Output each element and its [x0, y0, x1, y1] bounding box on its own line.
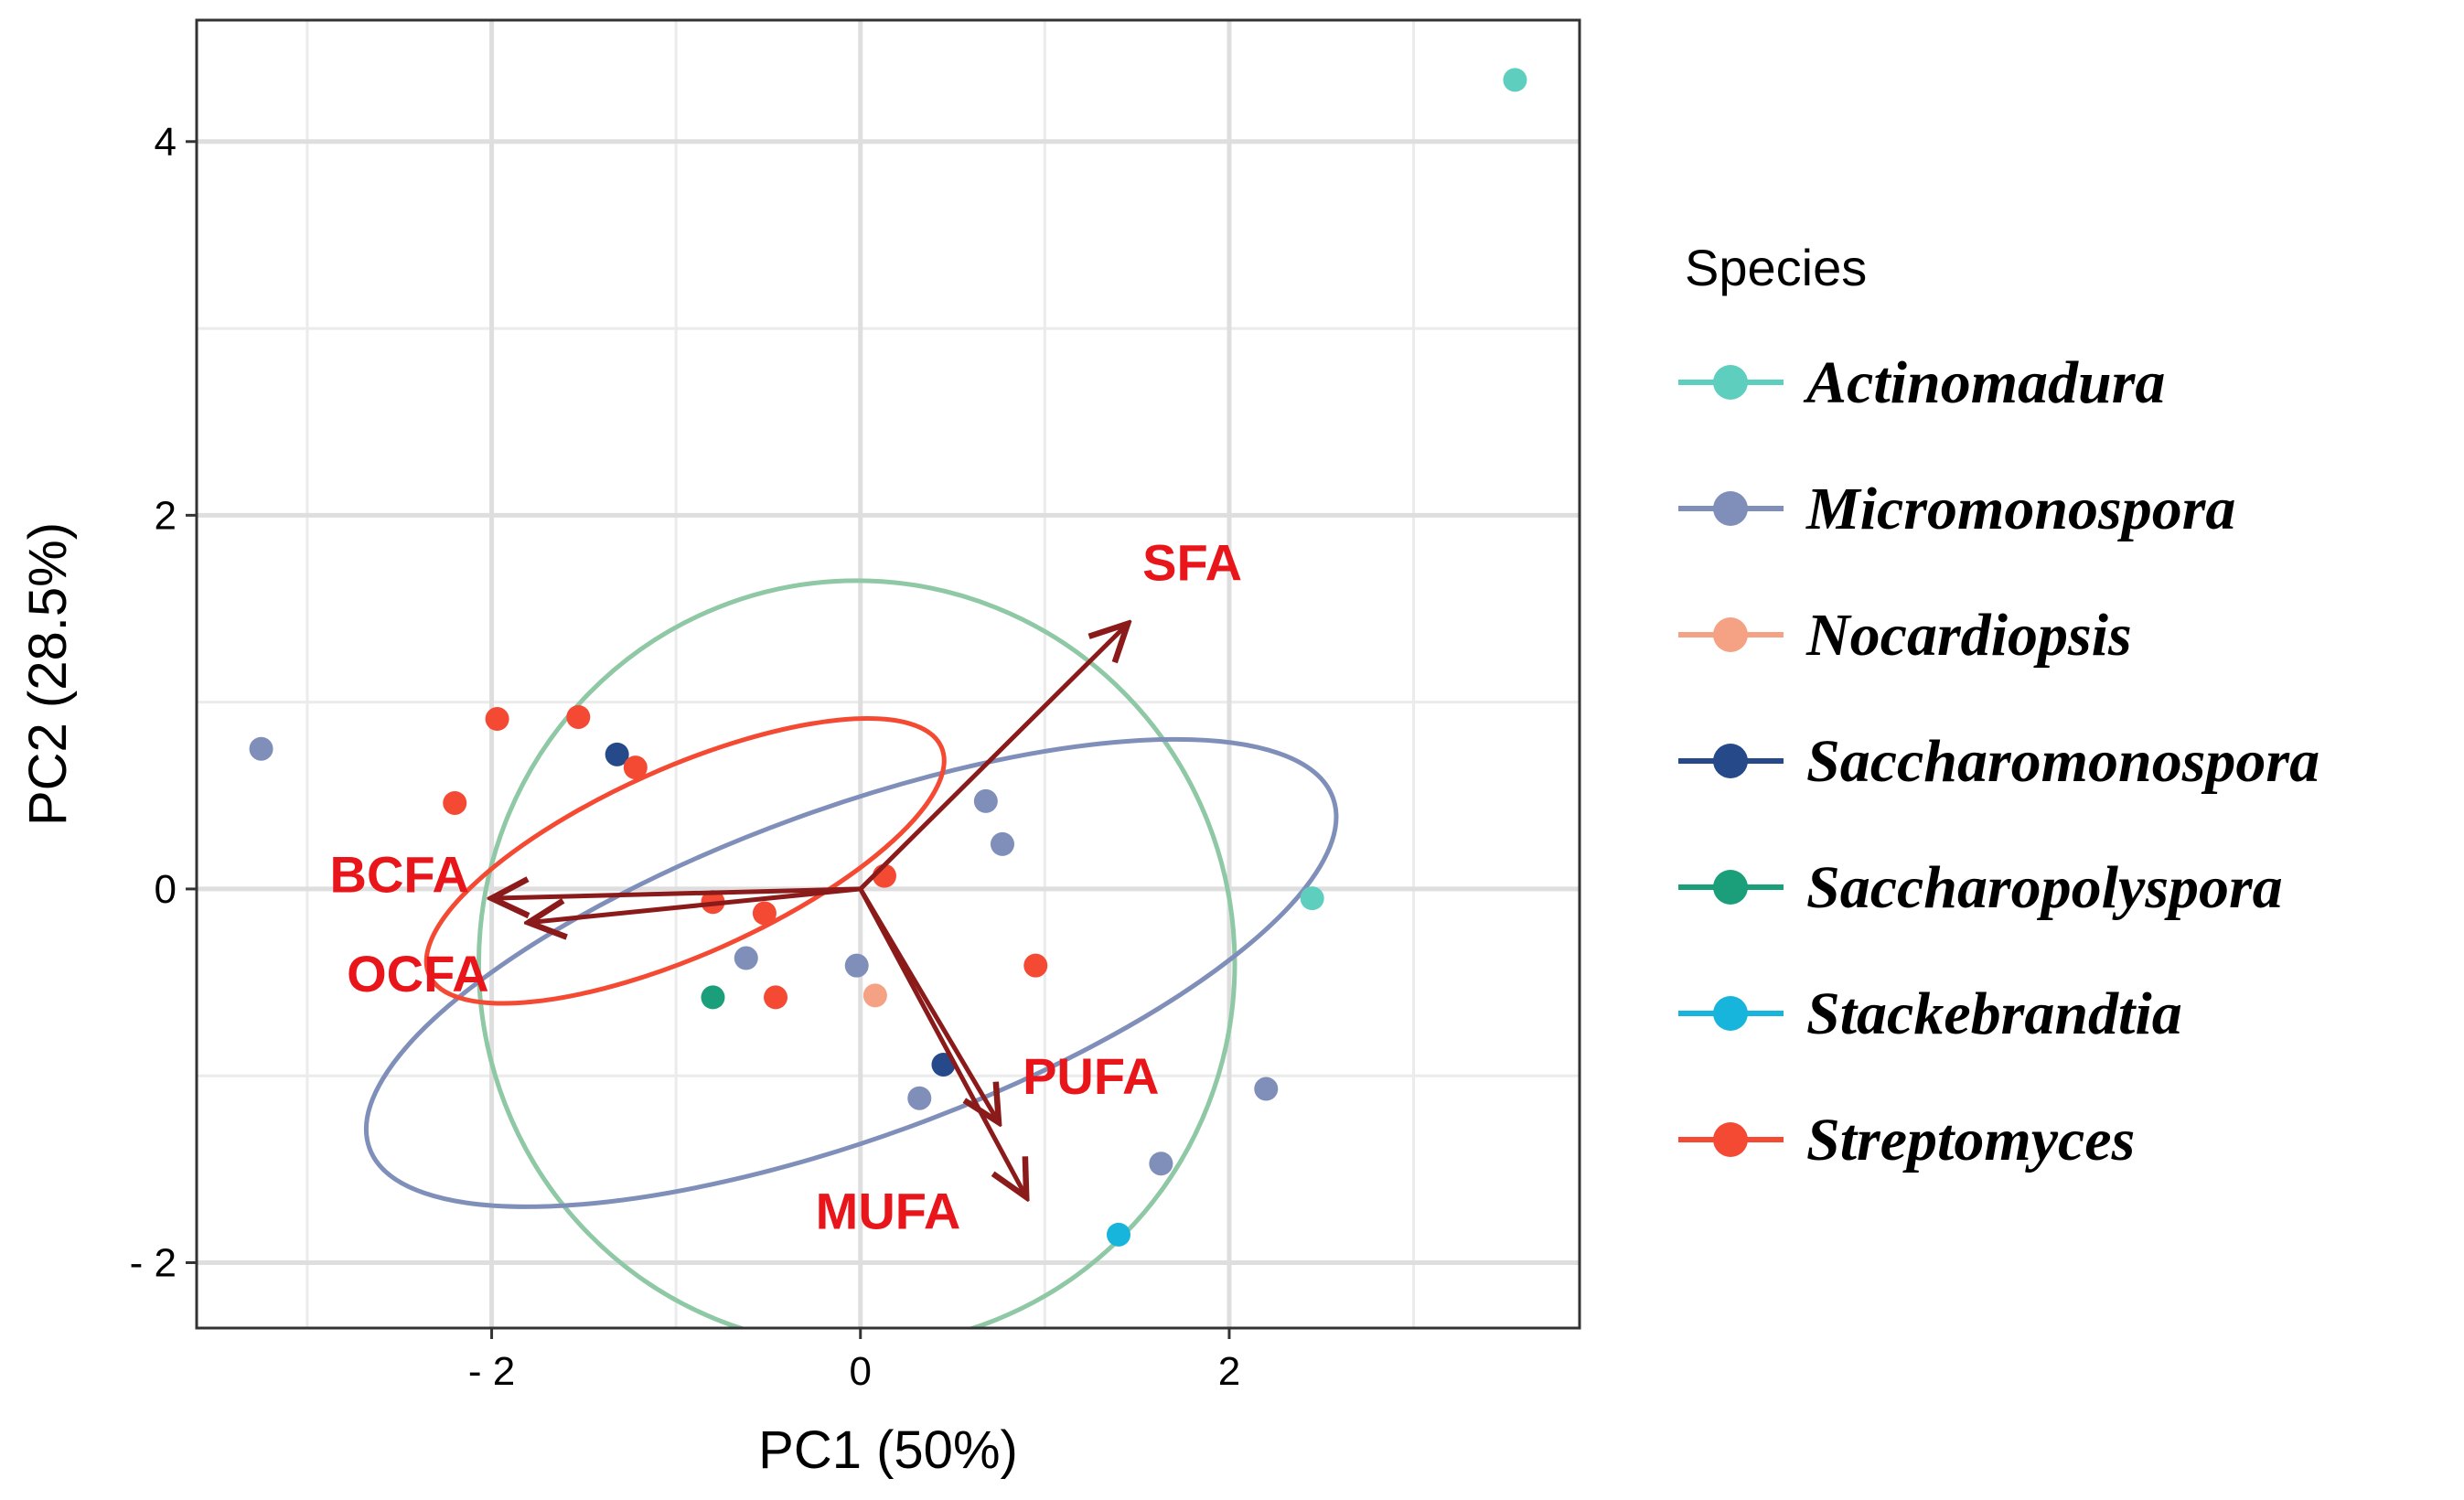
loading-label-bcfa: BCFA — [330, 846, 469, 904]
x-axis-title: PC1 (50%) — [758, 1420, 1018, 1480]
legend-key-dot — [1713, 744, 1748, 778]
point-streptomyces — [752, 901, 777, 926]
legend-label-actinomadura: Actinomadura — [1803, 349, 2165, 416]
legend-key-dot — [1713, 870, 1748, 905]
legend-label-micromonospora: Micromonospora — [1805, 476, 2235, 542]
point-micromonospora — [907, 1086, 932, 1110]
point-micromonospora — [249, 736, 273, 761]
loading-arrow-mufa — [858, 887, 1026, 1197]
x-tick-label: - 2 — [468, 1349, 515, 1394]
ellipse-actinomadura — [477, 578, 1237, 1328]
legend-key-dot — [1713, 365, 1748, 400]
point-micromonospora — [973, 788, 998, 813]
y-tick-label: - 2 — [130, 1241, 177, 1286]
point-micromonospora — [1254, 1077, 1279, 1101]
loading-vectors: SFA BCFA OCFA PUFA MUFA — [330, 533, 1243, 1239]
point-saccharomonospora — [605, 742, 629, 766]
grid — [197, 20, 1580, 1328]
x-tick-label: 2 — [1218, 1349, 1240, 1394]
point-streptomyces — [443, 790, 467, 815]
loading-arrow-sfa — [858, 624, 1128, 891]
point-streptomyces — [566, 704, 591, 729]
point-actinomadura — [1300, 886, 1324, 911]
point-micromonospora — [990, 831, 1014, 856]
confidence-ellipses — [363, 578, 1339, 1328]
legend-key-dot — [1713, 996, 1748, 1031]
loading-arrow-ocfa — [529, 886, 862, 923]
point-streptomyces — [764, 985, 788, 1010]
legend-key-dot — [1713, 617, 1748, 652]
point-nocardiopsis — [862, 983, 887, 1008]
point-micromonospora — [1149, 1152, 1173, 1176]
y-tick-label: 2 — [155, 493, 177, 538]
data-points — [249, 68, 1527, 1247]
ellipse-micromonospora — [363, 736, 1339, 1209]
legend-label-streptomyces: Streptomyces — [1806, 1107, 2135, 1173]
legend-label-saccharomonospora: Saccharomonospora — [1806, 728, 2319, 795]
point-stackebrandtia — [1107, 1222, 1130, 1247]
point-actinomadura — [1503, 68, 1527, 92]
loading-label-ocfa: OCFA — [347, 945, 489, 1002]
loading-label-pufa: PUFA — [1023, 1047, 1159, 1105]
legend-label-stackebrandtia: Stackebrandtia — [1806, 980, 2182, 1047]
plot-background — [197, 20, 1580, 1328]
legend-title: Species — [1685, 239, 1867, 296]
point-streptomyces — [1023, 953, 1048, 978]
axis-ticks: - 2 0 2 - 2 0 2 4 — [130, 120, 1241, 1394]
point-micromonospora — [734, 946, 758, 970]
loading-arrow-bcfa — [492, 889, 861, 898]
legend-key-dot — [1713, 1122, 1748, 1157]
point-micromonospora — [844, 953, 869, 978]
point-saccharopolyspora — [701, 985, 725, 1010]
y-tick-label: 4 — [155, 120, 177, 165]
point-streptomyces — [485, 707, 509, 732]
loading-label-sfa: SFA — [1142, 533, 1242, 591]
y-axis-title: PC2 (28.5%) — [18, 522, 78, 826]
point-streptomyces — [623, 755, 648, 780]
legend-label-nocardiopsis: Nocardiopsis — [1805, 602, 2132, 669]
loading-label-mufa: MUFA — [816, 1182, 961, 1239]
y-tick-label: 0 — [155, 867, 177, 912]
legend-label-saccharopolyspora: Saccharopolyspora — [1806, 854, 2283, 921]
legend-key-dot — [1713, 491, 1748, 526]
x-tick-label: 0 — [850, 1349, 872, 1394]
ellipse-streptomyces — [423, 716, 947, 1006]
legend: Species Actinomadura Micromonospora Nocard… — [1678, 239, 2319, 1173]
plot-frame — [195, 18, 1581, 1330]
